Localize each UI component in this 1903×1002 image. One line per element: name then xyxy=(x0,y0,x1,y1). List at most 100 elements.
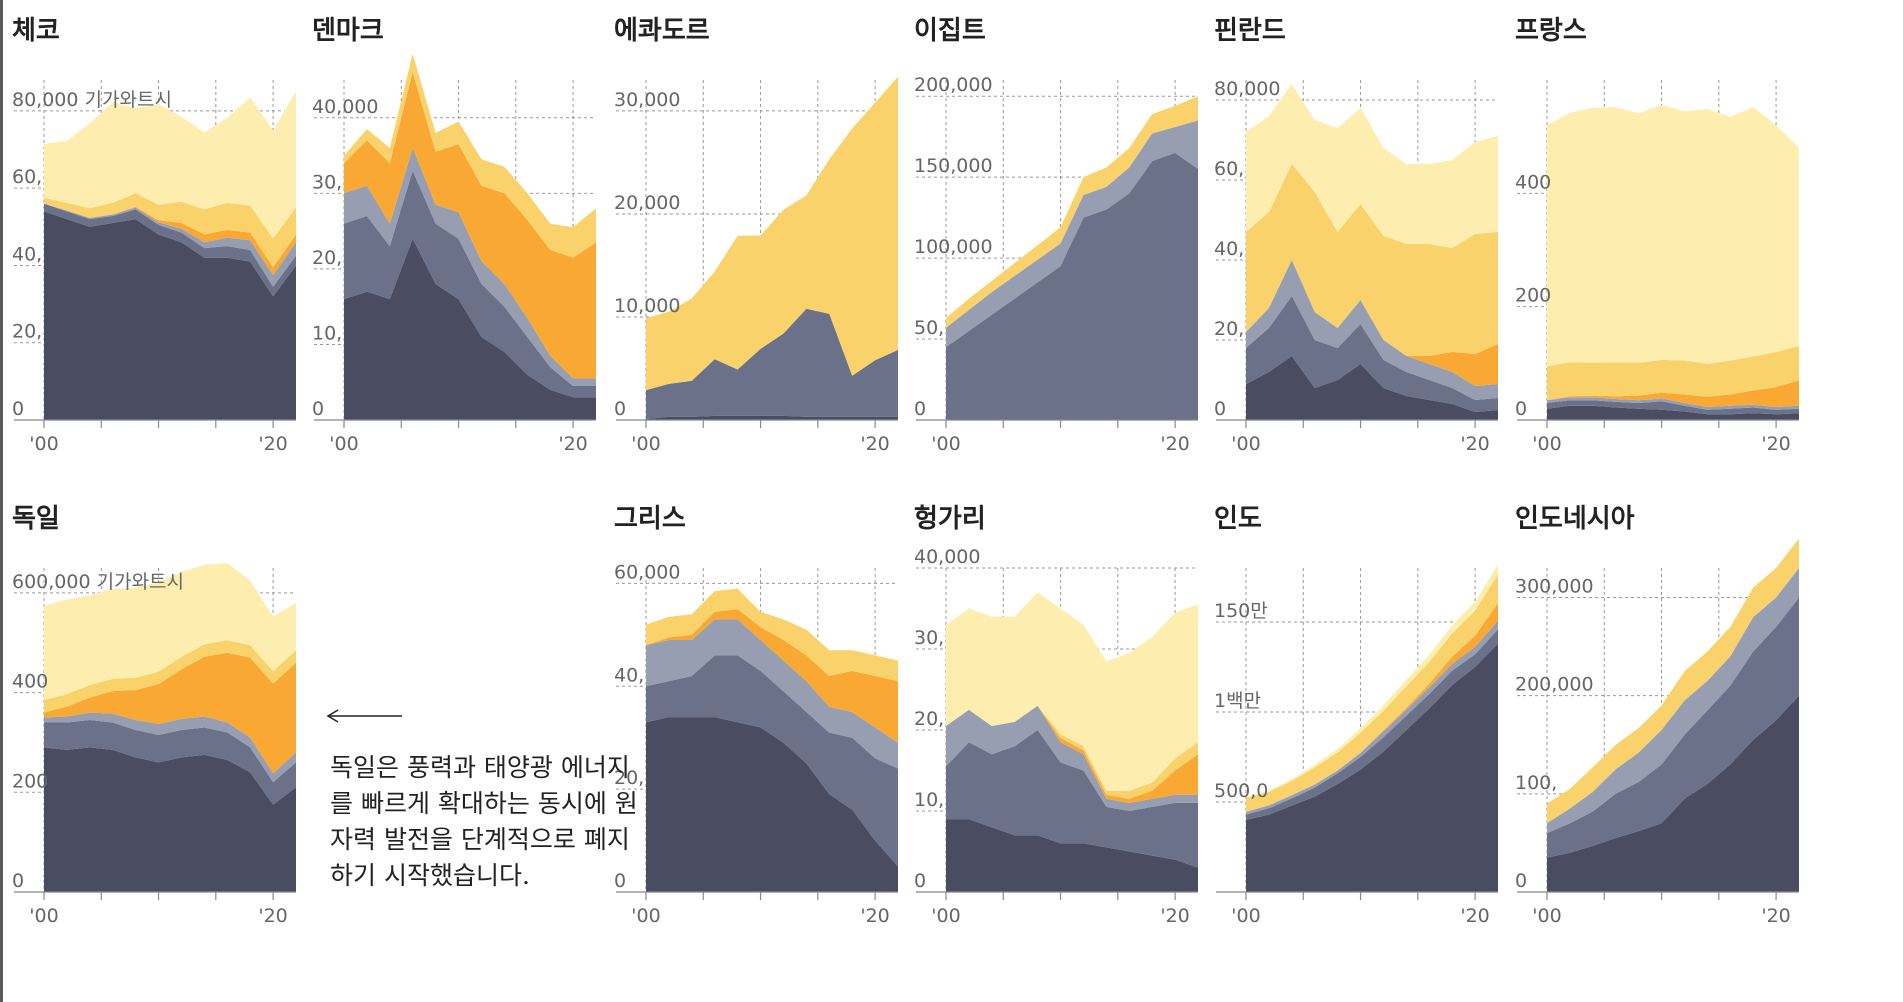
area-series-4 xyxy=(646,609,898,743)
area-chart: 0 10, 20, 30, 40,000 '00 '20 xyxy=(312,53,596,455)
area-series-1 xyxy=(1547,695,1799,892)
area-series-6 xyxy=(1547,104,1799,367)
y-tick-label: 30, xyxy=(312,171,342,193)
area-chart: 0 100, 200,000 300,000 '00 '20 xyxy=(1515,538,1799,927)
y-tick-label: 60, xyxy=(1214,158,1244,180)
x-tick-label: '00 xyxy=(29,433,58,455)
panel-title: 핀란드 xyxy=(1214,16,1286,46)
y-tick-label: 0 xyxy=(1214,398,1226,420)
y-tick-label: 600,000 기가와트시 xyxy=(12,571,184,593)
area-series-3 xyxy=(44,712,296,783)
area-chart: 0 200 400 600,000 기가와트시 '00 '20 xyxy=(12,563,296,927)
area-series-1 xyxy=(44,747,296,892)
area-chart: 0 50, 100,000 150,000 200,000 '00 '20 xyxy=(914,74,1198,455)
chart-panel: 이집트 0 50, 100,000 150,000 200,000 '00 '20 xyxy=(914,2,1198,455)
y-tick-label: 0 xyxy=(614,398,626,420)
chart-panel: 핀란드 0 20, 40, 60, 80,000 '00 '20 xyxy=(1214,2,1498,455)
x-tick-label: '20 xyxy=(258,433,287,455)
y-tick-label: 20, xyxy=(12,321,42,343)
area-series-3 xyxy=(646,619,898,769)
area-series-3 xyxy=(946,120,1198,348)
area-series-5 xyxy=(1246,164,1498,356)
germany-annotation: 독일은 풍력과 태양광 에너지를 빠르게 확대하는 동시에 원자력 발전을 단계… xyxy=(330,753,638,890)
y-tick-label: 0 xyxy=(12,870,24,892)
y-tick-label: 60,000 xyxy=(614,561,680,583)
y-tick-label: 40,000 xyxy=(914,546,980,568)
y-tick-label: 0 xyxy=(1515,870,1527,892)
area-chart: 0 200 400 '00 '20 xyxy=(1515,80,1799,455)
chart-panel: 인도네시아 0 100, 200,000 300,000 '00 '20 xyxy=(1515,490,1799,930)
chart-panel: 덴마크 0 10, 20, 30, 40,000 '00 '20 xyxy=(312,2,596,455)
area-series-2 xyxy=(946,152,1198,420)
area-series-3 xyxy=(1246,260,1498,400)
y-tick-label: 10,000 xyxy=(614,295,680,317)
x-tick-label: '00 xyxy=(631,433,660,455)
panel-title: 헝가리 xyxy=(914,504,986,534)
annotation-arrow-icon xyxy=(326,708,406,728)
panel-title: 덴마크 xyxy=(312,16,384,46)
panel-title: 이집트 xyxy=(914,16,986,46)
x-tick-label: '20 xyxy=(1160,433,1189,455)
x-tick-label: '20 xyxy=(1460,433,1489,455)
y-tick-label: 0 xyxy=(1515,398,1527,420)
y-tick-label: 20, xyxy=(1214,318,1244,340)
y-tick-label: 300,000 xyxy=(1515,575,1594,597)
chart-panel: 헝가리 0 10, 20, 30, 40,000 '00 '20 xyxy=(914,490,1198,930)
y-tick-label: 150,000 xyxy=(914,155,993,177)
y-tick-label: 10, xyxy=(312,322,342,344)
y-tick-label: 40,000 xyxy=(312,96,378,118)
area-chart: 0 10, 20, 30, 40,000 '00 '20 xyxy=(914,546,1198,927)
area-series-4 xyxy=(344,72,596,379)
x-tick-label: '20 xyxy=(1761,433,1790,455)
area-series-5 xyxy=(1547,538,1799,824)
chart-panel: 독일 0 200 400 600,000 기가와트시 '00 '20 xyxy=(12,490,296,930)
area-series-6 xyxy=(946,592,1198,791)
panel-title: 그리스 xyxy=(614,504,686,534)
area-series-1 xyxy=(44,211,296,420)
area-chart: 0 20, 40, 60, 80,000 '00 '20 xyxy=(1214,78,1498,455)
area-series-1 xyxy=(946,819,1198,892)
x-tick-label: '20 xyxy=(558,433,587,455)
area-series-5 xyxy=(344,53,596,258)
y-tick-label: 200,000 xyxy=(914,74,993,96)
x-tick-label: '20 xyxy=(860,433,889,455)
area-chart: 0 20, 40, 60,000 '00 '20 xyxy=(614,561,898,927)
x-tick-label: '00 xyxy=(631,905,660,927)
area-series-3 xyxy=(1547,397,1799,410)
x-tick-label: '00 xyxy=(931,905,960,927)
area-series-4 xyxy=(44,203,296,276)
y-tick-label: 0 xyxy=(914,870,926,892)
x-tick-label: '20 xyxy=(1460,905,1489,927)
x-tick-label: '20 xyxy=(1761,905,1790,927)
chart-panel: 인도 500,0 1백만 150만 '00 '20 xyxy=(1214,490,1498,930)
area-series-2 xyxy=(1246,296,1498,412)
area-series-2 xyxy=(1547,400,1799,415)
y-tick-label: 0 xyxy=(12,398,24,420)
area-series-2 xyxy=(646,655,898,867)
area-series-6 xyxy=(44,91,296,239)
y-tick-label: 200,000 xyxy=(1515,674,1594,696)
area-series-2 xyxy=(44,203,296,297)
area-series-2 xyxy=(1547,597,1799,858)
area-series-1 xyxy=(1246,356,1498,420)
y-tick-label: 50, xyxy=(914,317,944,339)
chart-panel: 프랑스 0 200 400 '00 '20 xyxy=(1515,2,1799,455)
y-tick-label: 100,000 xyxy=(914,236,993,258)
area-series-2 xyxy=(44,720,296,805)
y-tick-label: 1백만 xyxy=(1214,690,1261,712)
y-tick-label: 20,000 xyxy=(614,192,680,214)
area-series-1 xyxy=(646,415,898,420)
x-tick-label: '20 xyxy=(860,905,889,927)
area-series-2 xyxy=(646,308,898,419)
panel-title: 인도네시아 xyxy=(1515,504,1635,534)
area-series-5 xyxy=(44,193,296,268)
y-tick-label: 80,000 기가와트시 xyxy=(12,89,172,111)
y-tick-label: 400 xyxy=(1515,171,1551,193)
area-series-5 xyxy=(44,640,296,713)
area-chart: 0 20, 40, 60, 80,000 기가와트시 '00 '20 xyxy=(12,80,296,455)
y-tick-label: 40, xyxy=(1214,238,1244,260)
y-tick-label: 10, xyxy=(914,789,944,811)
x-tick-label: '00 xyxy=(931,433,960,455)
y-tick-label: 40, xyxy=(614,664,644,686)
y-tick-label: 100, xyxy=(1515,772,1557,794)
